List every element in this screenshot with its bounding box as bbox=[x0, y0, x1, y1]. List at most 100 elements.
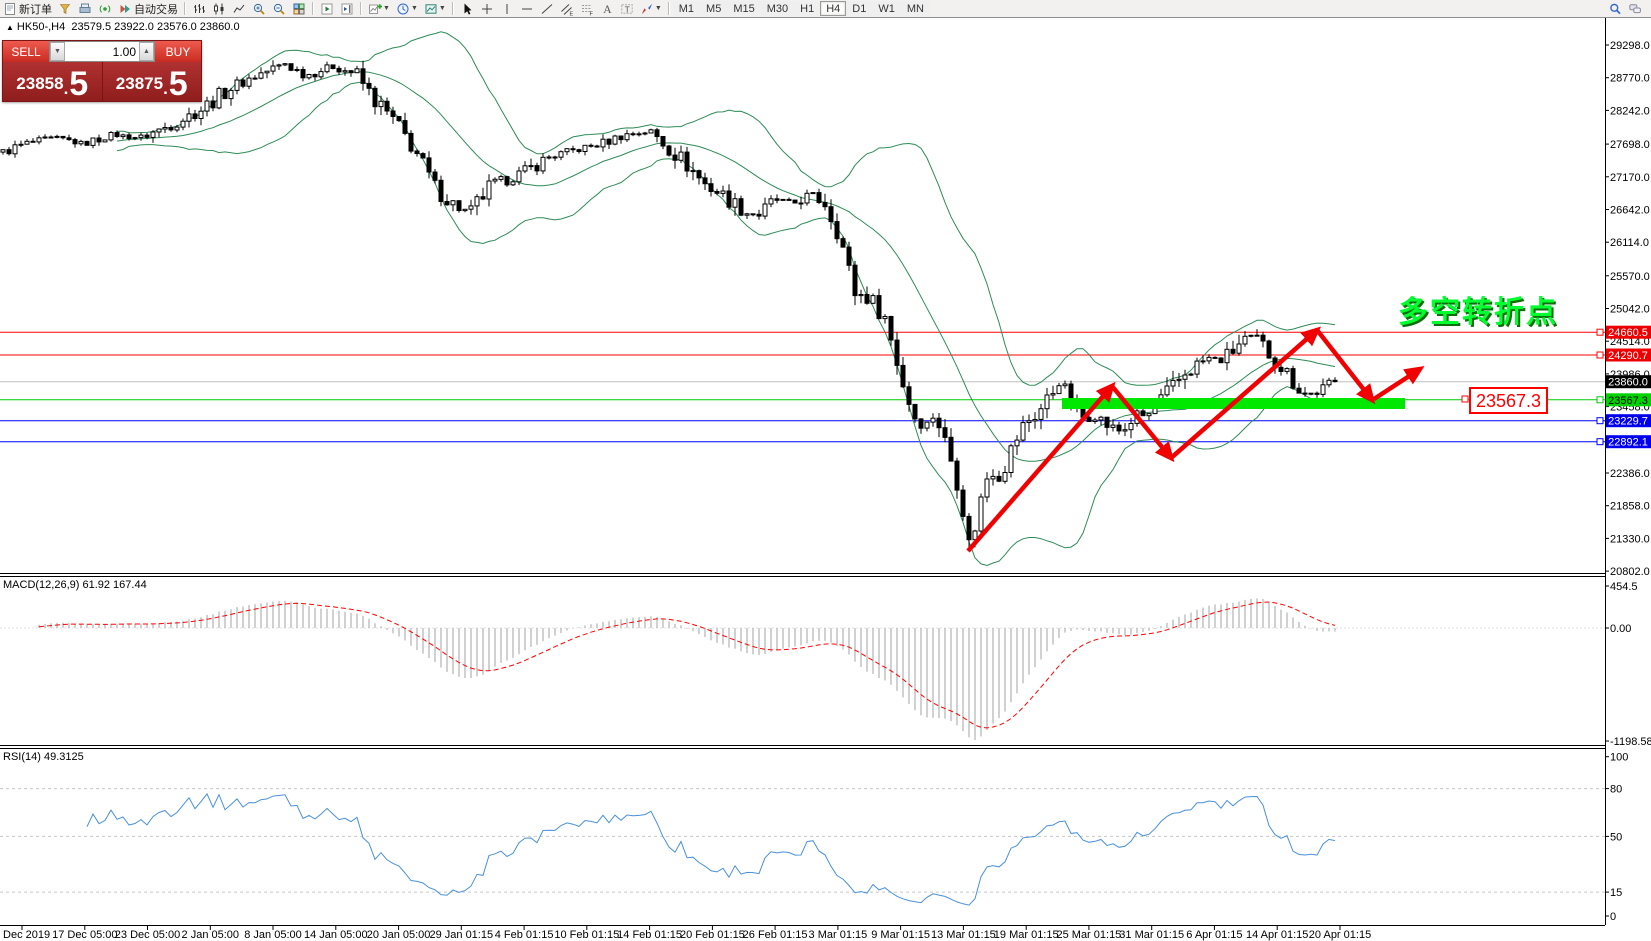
trendline-icon bbox=[541, 3, 553, 14]
toolbar: 新订单 自动交易 ▼ ▼ ▼ E F A T ▼ M1 M5 M15 M30 H1 H4 D1 W1 MN bbox=[0, 0, 1651, 18]
svg-text:4 Feb 01:15: 4 Feb 01:15 bbox=[495, 929, 554, 941]
chat-button[interactable] bbox=[1625, 1, 1645, 16]
chart-autoscroll-button[interactable] bbox=[337, 1, 357, 16]
chevron-down-icon: ▼ bbox=[383, 5, 390, 12]
text-button[interactable]: A bbox=[597, 1, 617, 16]
volume-increase-button[interactable]: ▲ bbox=[139, 42, 154, 61]
svg-text:27170.0: 27170.0 bbox=[1610, 172, 1650, 184]
templates-button[interactable]: ▼ bbox=[421, 1, 449, 16]
channel-icon: E bbox=[560, 3, 573, 16]
equidistant-channel-button[interactable]: E bbox=[557, 1, 577, 16]
horizontal-line-button[interactable] bbox=[517, 1, 537, 16]
volume-input[interactable] bbox=[65, 42, 139, 61]
timeframe-m30-button[interactable]: M30 bbox=[760, 1, 795, 16]
svg-text:E: E bbox=[569, 11, 573, 16]
svg-text:多空转折点: 多空转折点 bbox=[1398, 296, 1558, 329]
symbol-name: HK50-,H4 bbox=[16, 21, 66, 33]
search-button[interactable] bbox=[1605, 1, 1625, 16]
zoom-out-icon bbox=[273, 3, 285, 15]
svg-text:9 Mar 01:15: 9 Mar 01:15 bbox=[871, 929, 930, 941]
toolbar-right bbox=[1605, 1, 1651, 16]
timeframe-w1-button[interactable]: W1 bbox=[872, 1, 901, 16]
buy-price[interactable]: 23875. 5 bbox=[115, 65, 188, 103]
svg-text:27698.0: 27698.0 bbox=[1610, 139, 1650, 151]
text-label-button[interactable]: T bbox=[617, 1, 637, 16]
toolbar-group: 新订单 自动交易 bbox=[0, 0, 181, 17]
print-button[interactable] bbox=[75, 1, 95, 16]
tile-windows-icon bbox=[293, 3, 305, 14]
timeframe-mn-button[interactable]: MN bbox=[900, 1, 930, 16]
buy-button[interactable]: BUY bbox=[155, 41, 201, 62]
clock-icon bbox=[397, 3, 409, 14]
svg-text:29298.0: 29298.0 bbox=[1610, 40, 1650, 52]
price-axis[interactable]: 29298.0 28770.0 28242.0 27698.0 27170.0 26642… bbox=[1596, 40, 1651, 923]
macd-label: MACD(12,26,9) 61.92 167.44 bbox=[3, 579, 147, 591]
toolbar-button-label: 自动交易 bbox=[134, 3, 178, 16]
zoom-out-button[interactable] bbox=[269, 1, 289, 16]
timeframe-h1-button[interactable]: H1 bbox=[794, 1, 821, 16]
tile-windows-button[interactable] bbox=[289, 1, 309, 16]
svg-text:多空转折点: 多空转折点 bbox=[1400, 298, 1560, 331]
funnel-button[interactable] bbox=[55, 1, 75, 16]
svg-text:26114.0: 26114.0 bbox=[1610, 237, 1649, 249]
bar-chart-button[interactable] bbox=[189, 1, 209, 16]
sell-button[interactable]: SELL bbox=[3, 41, 49, 62]
vertical-line-button[interactable] bbox=[497, 1, 517, 16]
candlestick-chart-button[interactable] bbox=[209, 1, 229, 16]
line-chart-icon bbox=[233, 4, 245, 13]
line-chart-button[interactable] bbox=[229, 1, 249, 16]
zoom-in-button[interactable] bbox=[249, 1, 269, 16]
svg-text:454.5: 454.5 bbox=[1610, 581, 1638, 593]
datafeed-button[interactable] bbox=[95, 1, 115, 16]
cursor-icon bbox=[464, 3, 472, 15]
periods-button[interactable]: ▼ bbox=[393, 1, 421, 16]
timeframe-m5-button[interactable]: M5 bbox=[700, 1, 728, 16]
chevron-down-icon: ▼ bbox=[410, 5, 418, 12]
svg-text:3 Mar 01:15: 3 Mar 01:15 bbox=[809, 929, 868, 941]
chevron-down-icon: ▼ bbox=[438, 5, 446, 12]
volume-decrease-button[interactable]: ▼ bbox=[50, 42, 65, 61]
ohlc-values: 23579.5 23922.0 23576.0 23860.0 bbox=[71, 21, 240, 33]
sell-price[interactable]: 23858. 5 bbox=[3, 62, 103, 101]
fibonacci-button[interactable]: F bbox=[577, 1, 597, 16]
crosshair-icon bbox=[481, 3, 492, 14]
new-order-icon bbox=[5, 2, 15, 15]
crosshair-button[interactable] bbox=[477, 1, 497, 16]
symbol-ohlc-line: ▲ HK50-,H4 23579.5 23922.0 23576.0 23860.… bbox=[6, 21, 240, 33]
svg-text:14 Feb 01:15: 14 Feb 01:15 bbox=[617, 929, 682, 941]
chart-shift-icon bbox=[321, 3, 333, 14]
svg-text:80: 80 bbox=[1610, 784, 1622, 796]
chart-shift-button[interactable] bbox=[317, 1, 337, 16]
timeframe-h4-button[interactable]: H4 bbox=[820, 1, 847, 16]
timeframe-d1-button[interactable]: D1 bbox=[846, 1, 873, 16]
autotrade-icon bbox=[120, 4, 130, 13]
trendline-button[interactable] bbox=[537, 1, 557, 16]
svg-text:100: 100 bbox=[1610, 752, 1628, 764]
timeframe-m15-button[interactable]: M15 bbox=[727, 1, 761, 16]
arrows-button[interactable]: ▼ bbox=[637, 1, 665, 16]
toolbar-separator bbox=[667, 2, 670, 15]
timeframe-m1-button[interactable]: M1 bbox=[672, 1, 701, 16]
svg-text:23860.0: 23860.0 bbox=[1608, 377, 1648, 389]
toolbar-separator bbox=[360, 2, 362, 15]
cursor-button[interactable] bbox=[457, 1, 477, 16]
new-order-button[interactable]: 新订单 bbox=[0, 1, 55, 16]
autotrade-button[interactable]: 自动交易 bbox=[115, 1, 181, 16]
svg-text:25570.0: 25570.0 bbox=[1610, 271, 1650, 283]
svg-text:20 Feb 01:15: 20 Feb 01:15 bbox=[680, 929, 745, 941]
rsi-label: RSI(14) 49.3125 bbox=[3, 751, 84, 763]
svg-text:20 Apr 01:15: 20 Apr 01:15 bbox=[1309, 929, 1371, 941]
label-icon: T bbox=[621, 3, 633, 14]
svg-text:28770.0: 28770.0 bbox=[1610, 73, 1650, 85]
add-indicator-button[interactable]: ▼ bbox=[365, 1, 393, 16]
svg-text:F: F bbox=[589, 11, 593, 16]
printer-icon bbox=[79, 3, 91, 13]
timeframe-group: M1 M5 M15 M30 H1 H4 D1 W1 MN bbox=[672, 0, 930, 17]
svg-text:26642.0: 26642.0 bbox=[1610, 205, 1650, 217]
toolbar-group: ▼ ▼ ▼ bbox=[365, 0, 449, 17]
svg-text:17 Dec 05:00: 17 Dec 05:00 bbox=[52, 929, 117, 941]
